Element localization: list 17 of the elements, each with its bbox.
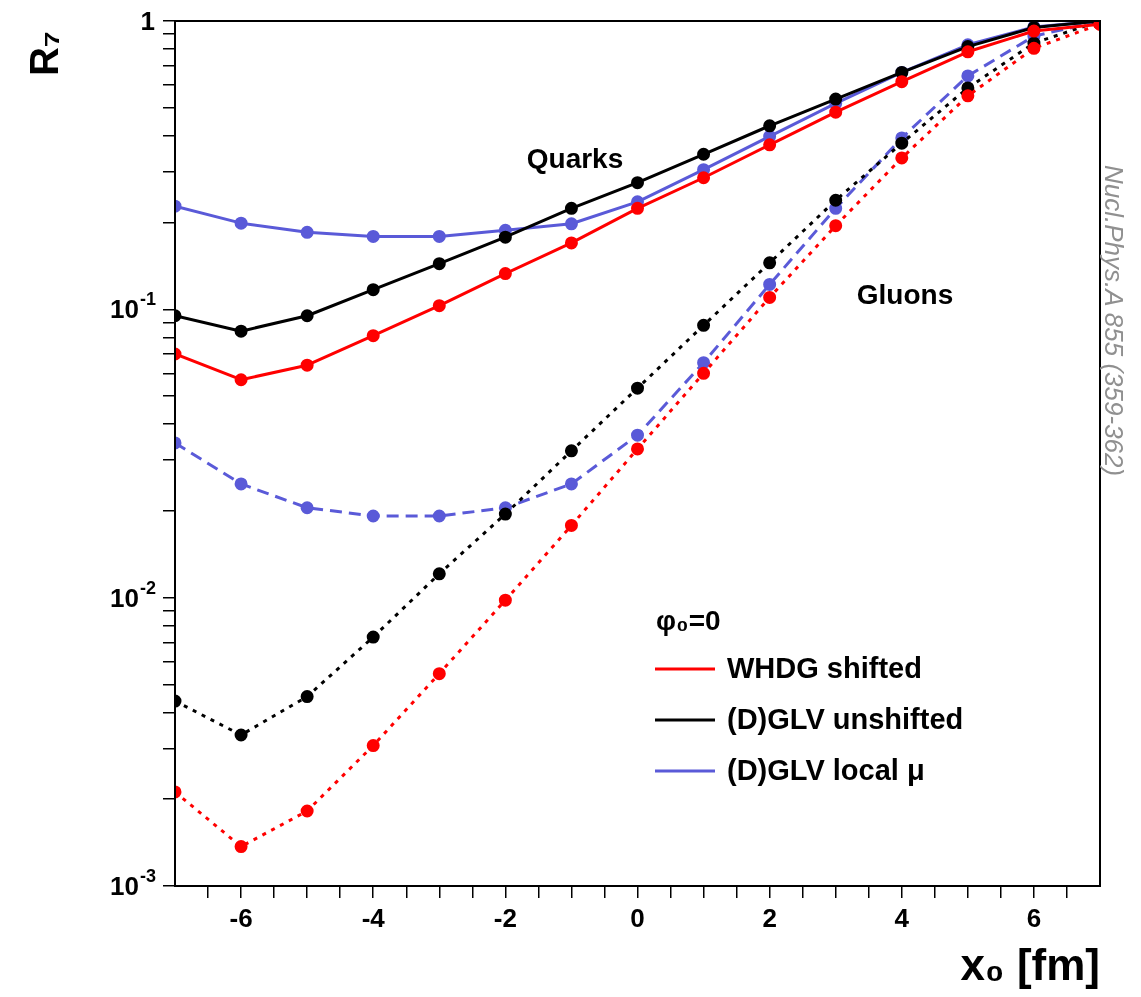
annotation: Gluons	[856, 278, 954, 310]
legend-label: WHDG shifted	[727, 652, 922, 684]
x-tick-label: 2	[762, 902, 777, 933]
x-tick-label: 0	[630, 902, 645, 933]
x-axis-title: x₀ [fm]	[960, 940, 1100, 989]
x-tick-label: 4	[894, 902, 910, 933]
x-tick-label: -2	[493, 902, 517, 933]
y-tick-label: 1	[140, 6, 155, 36]
annotation: Nucl.Phys.A 855 (359-362)	[1098, 165, 1129, 477]
y-axis-title: R₇	[22, 31, 66, 76]
x-tick-label: 6	[1026, 902, 1042, 933]
x-tick-label: -6	[229, 902, 253, 933]
legend-label: (D)GLV local μ	[727, 754, 925, 786]
legend-title: φ₀=0	[656, 604, 721, 636]
x-tick-label: -4	[361, 902, 386, 933]
legend-label: (D)GLV unshifted	[727, 703, 964, 735]
annotation: Quarks	[526, 142, 624, 174]
